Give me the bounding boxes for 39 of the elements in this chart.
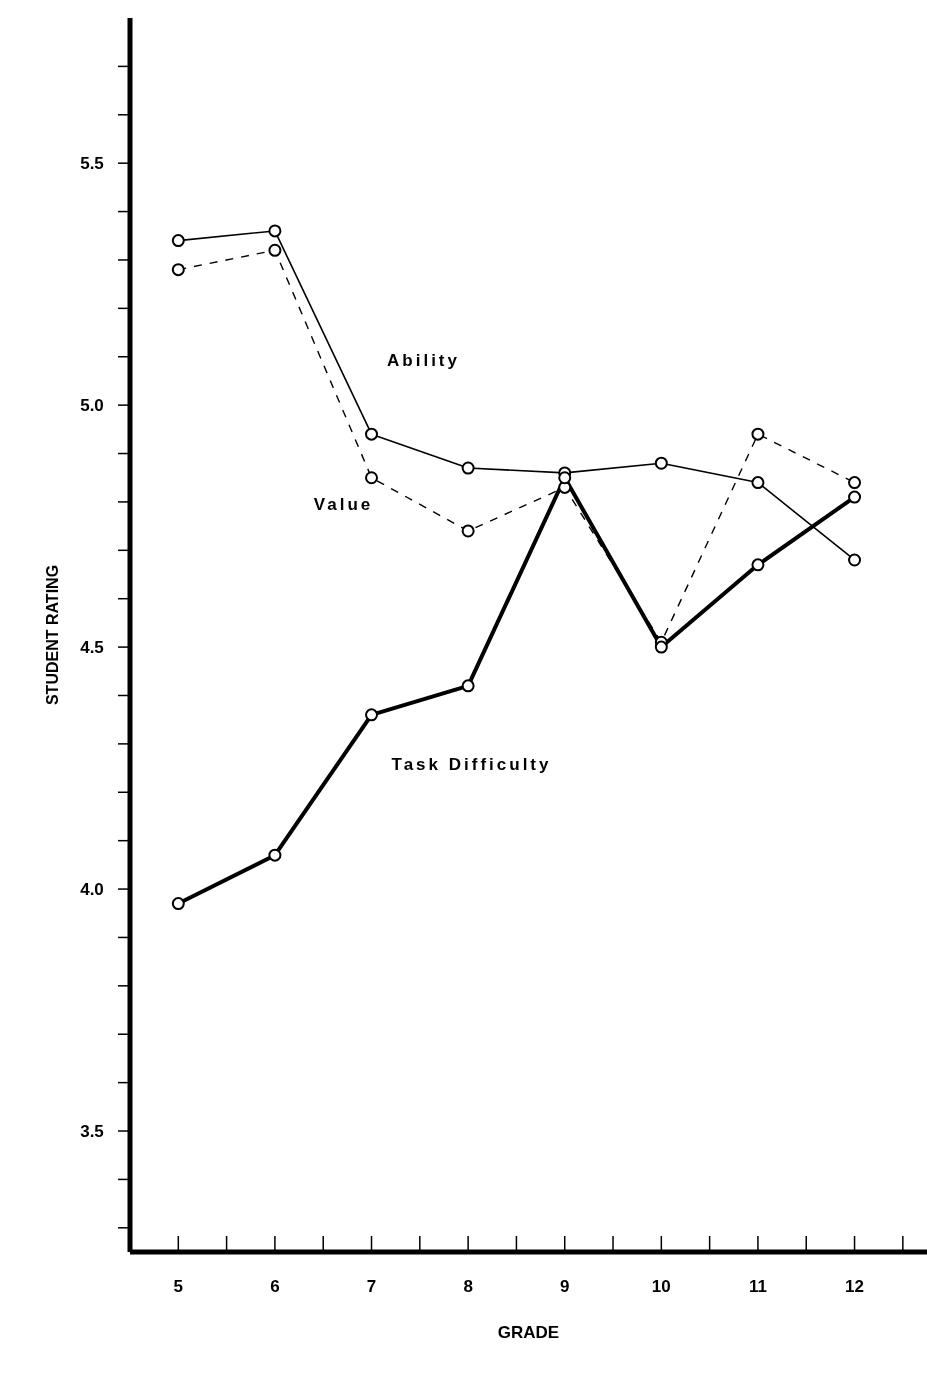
x-axis-title: GRADE [497, 1323, 560, 1342]
point [751, 476, 765, 490]
x-tick-label: 11 [748, 1277, 767, 1296]
point [171, 897, 185, 911]
point [171, 263, 185, 277]
y-axis-title: STUDENT RATING [43, 564, 61, 706]
point [268, 243, 282, 257]
text: Ability [387, 351, 460, 371]
y-tick-label: 5.5 [80, 154, 104, 174]
point [654, 640, 668, 654]
point [365, 427, 379, 441]
point [848, 490, 862, 504]
x-tick-label: 10 [651, 1277, 671, 1296]
point [171, 234, 185, 248]
y-tick-label: 5.0 [80, 396, 104, 416]
x-tick-label: 6 [270, 1277, 280, 1296]
point [365, 471, 379, 485]
point [654, 456, 668, 470]
x-tick-label: 7 [366, 1277, 377, 1296]
point [268, 848, 282, 862]
x-tick-label: 12 [845, 1277, 865, 1296]
point [268, 224, 282, 238]
point [751, 427, 765, 441]
x-tick-label: 5 [173, 1277, 184, 1296]
point [751, 558, 765, 572]
y-tick-label: 4.0 [80, 880, 104, 900]
y-tick-label: 4.5 [80, 638, 104, 658]
point [461, 461, 475, 475]
point [461, 679, 475, 693]
point [558, 471, 572, 485]
series-label: Value [313, 494, 374, 514]
point [365, 708, 379, 722]
point [461, 524, 475, 538]
y-tick-label: 3.5 [80, 1122, 104, 1142]
text: Task Difficulty [391, 754, 552, 774]
point [848, 553, 862, 567]
x-tick-label: 9 [559, 1277, 570, 1296]
x-tick-label: 8 [463, 1277, 473, 1296]
point [848, 476, 862, 490]
